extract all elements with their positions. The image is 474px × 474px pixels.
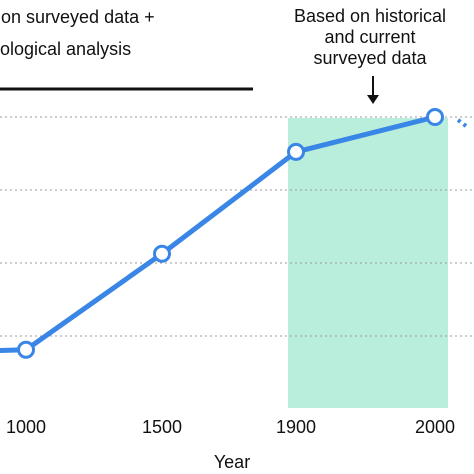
trend-continuation [456,118,468,128]
right-annotation-line-3: surveyed data [313,48,427,68]
left-annotation-line-2: hilological analysis [0,39,132,59]
x-axis-label: Year [214,452,250,472]
x-tick-label: 1000 [6,417,46,437]
data-point [287,142,305,161]
data-point [153,244,171,263]
x-tick-label: 2000 [415,417,455,437]
right-annotation-line-1: Based on historical [293,6,447,26]
right-annotation-line-2: and current [324,27,416,47]
x-tick-label: 1900 [276,417,316,437]
data-point [426,108,444,126]
left-annotation-line-1: d on surveyed data + [0,7,155,27]
gridlines [0,116,474,337]
annotation-arrow-head [367,95,379,104]
data-point [17,340,35,359]
series-line [0,108,444,359]
highlight-band [288,118,448,408]
right-annotation: Based on historical and current surveyed… [270,6,470,69]
x-tick-label: 1500 [142,417,182,437]
x-tick-labels: 1000 1500 1900 2000 [6,417,455,437]
